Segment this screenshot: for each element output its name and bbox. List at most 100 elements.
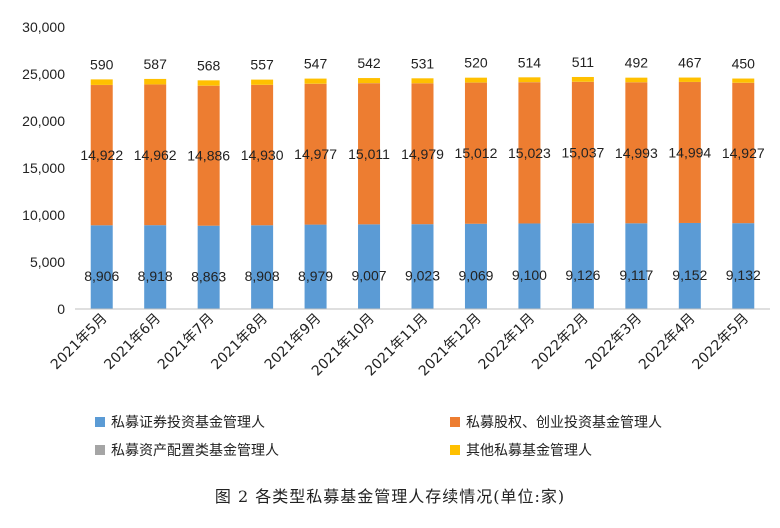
data-label: 590 — [90, 56, 114, 72]
x-tick-label: 2021年6月 — [101, 311, 164, 374]
legend-label: 私募证券投资基金管理人 — [111, 415, 265, 431]
data-label: 14,927 — [722, 145, 765, 161]
data-label: 8,908 — [245, 268, 280, 284]
y-tick-label: 0 — [57, 301, 65, 317]
x-tick-label: 2022年4月 — [636, 311, 699, 374]
bar-segment — [732, 82, 755, 224]
bar-segment — [571, 76, 594, 82]
y-tick-label: 5,000 — [30, 254, 65, 270]
data-label: 587 — [144, 56, 168, 72]
bar-segment — [90, 79, 113, 85]
legend-label: 其他私募基金管理人 — [466, 443, 592, 459]
bar-segment — [251, 79, 274, 85]
legend-swatch — [450, 417, 460, 427]
bar-segment — [358, 83, 381, 225]
x-tick-label: 2022年2月 — [529, 311, 592, 374]
bar-segment — [304, 83, 327, 225]
x-tick-label: 2021年8月 — [208, 311, 271, 374]
data-label: 9,069 — [458, 267, 493, 283]
data-label: 531 — [411, 55, 435, 71]
bar-segment — [251, 225, 274, 309]
bar-segment — [464, 82, 487, 224]
y-axis: 0 5,000 10,000 15,000 20,000 25,000 30,000 — [22, 19, 65, 317]
x-axis: 2021年5月2021年6月2021年7月2021年8月2021年9月2021年… — [48, 308, 770, 379]
data-label: 568 — [197, 57, 221, 73]
data-label: 14,993 — [615, 145, 658, 161]
data-label: 450 — [732, 56, 756, 72]
legend-label: 私募股权、创业投资基金管理人 — [466, 415, 662, 431]
bar-segment — [678, 82, 701, 223]
bar-segment — [358, 78, 381, 84]
data-label: 9,152 — [672, 267, 707, 283]
y-tick-label: 30,000 — [22, 19, 65, 35]
x-tick-label: 2022年1月 — [476, 311, 539, 374]
legend-item-securities: 私募证券投资基金管理人 — [95, 412, 265, 432]
legend-label: 私募资产配置类基金管理人 — [111, 443, 279, 459]
bar-segment — [197, 225, 220, 309]
data-label: 14,930 — [241, 147, 284, 163]
bar-segment — [571, 81, 594, 224]
y-tick-label: 15,000 — [22, 160, 65, 176]
bar-segment — [518, 223, 541, 309]
bar-segment — [304, 78, 327, 84]
data-label: 14,994 — [668, 144, 711, 160]
x-tick-label: 2022年5月 — [689, 311, 752, 374]
data-label: 9,100 — [512, 267, 547, 283]
y-tick-label: 25,000 — [22, 66, 65, 82]
data-label: 14,886 — [187, 148, 230, 164]
bar-segment — [411, 78, 434, 84]
data-label: 15,012 — [455, 145, 498, 161]
data-label: 15,023 — [508, 145, 551, 161]
data-label: 514 — [518, 54, 542, 70]
data-label: 8,906 — [84, 268, 119, 284]
bar-segment — [90, 85, 113, 226]
legend-item-asset-allocation: 私募资产配置类基金管理人 — [95, 440, 279, 460]
data-labels: 8,906 14,922 590 8,918 14,962 587 8,863 14,886 5… — [80, 54, 765, 284]
bar-segment — [732, 78, 755, 83]
bar-segment — [358, 224, 381, 309]
data-label: 542 — [357, 55, 381, 71]
legend-swatch — [95, 417, 105, 427]
data-label: 9,132 — [726, 267, 761, 283]
bar-segment — [251, 84, 274, 226]
bar-segment — [144, 84, 167, 226]
data-label: 520 — [464, 55, 488, 71]
bar-segment — [464, 223, 487, 309]
data-label: 492 — [625, 55, 649, 71]
bar-segment — [304, 224, 327, 309]
legend-item-equity: 私募股权、创业投资基金管理人 — [450, 412, 662, 432]
y-tick-label: 10,000 — [22, 207, 65, 223]
data-label: 467 — [678, 55, 702, 71]
bar-segment — [411, 83, 434, 225]
data-label: 14,922 — [80, 147, 123, 163]
data-label: 15,037 — [561, 145, 604, 161]
bar-segment — [518, 82, 541, 224]
x-tick-label: 2021年5月 — [48, 311, 111, 374]
data-label: 8,863 — [191, 268, 226, 284]
data-label: 9,023 — [405, 268, 440, 284]
data-label: 9,117 — [619, 267, 653, 283]
bar-segment — [144, 225, 167, 309]
x-tick-label: 2021年7月 — [155, 311, 218, 374]
bar-segment — [678, 222, 701, 309]
bar-segment — [464, 77, 487, 83]
data-label: 14,977 — [294, 146, 337, 162]
data-label: 8,918 — [138, 268, 173, 284]
bar-segment — [197, 80, 220, 86]
data-label: 9,007 — [352, 268, 387, 284]
bar-series — [90, 76, 755, 309]
bar-segment — [625, 77, 648, 83]
data-label: 14,962 — [134, 147, 177, 163]
bar-segment — [411, 224, 434, 309]
figure-caption: 图 2 各类型私募基金管理人存续情况(单位:家) — [214, 487, 566, 506]
legend-swatch — [450, 445, 460, 455]
data-label: 547 — [304, 56, 328, 72]
y-tick-label: 20,000 — [22, 113, 65, 129]
bar-segment — [518, 77, 541, 83]
bar-segment — [732, 223, 755, 309]
bar-segment — [625, 223, 648, 309]
data-label: 557 — [250, 57, 274, 73]
bar-segment — [144, 78, 167, 85]
data-label: 511 — [572, 54, 595, 70]
